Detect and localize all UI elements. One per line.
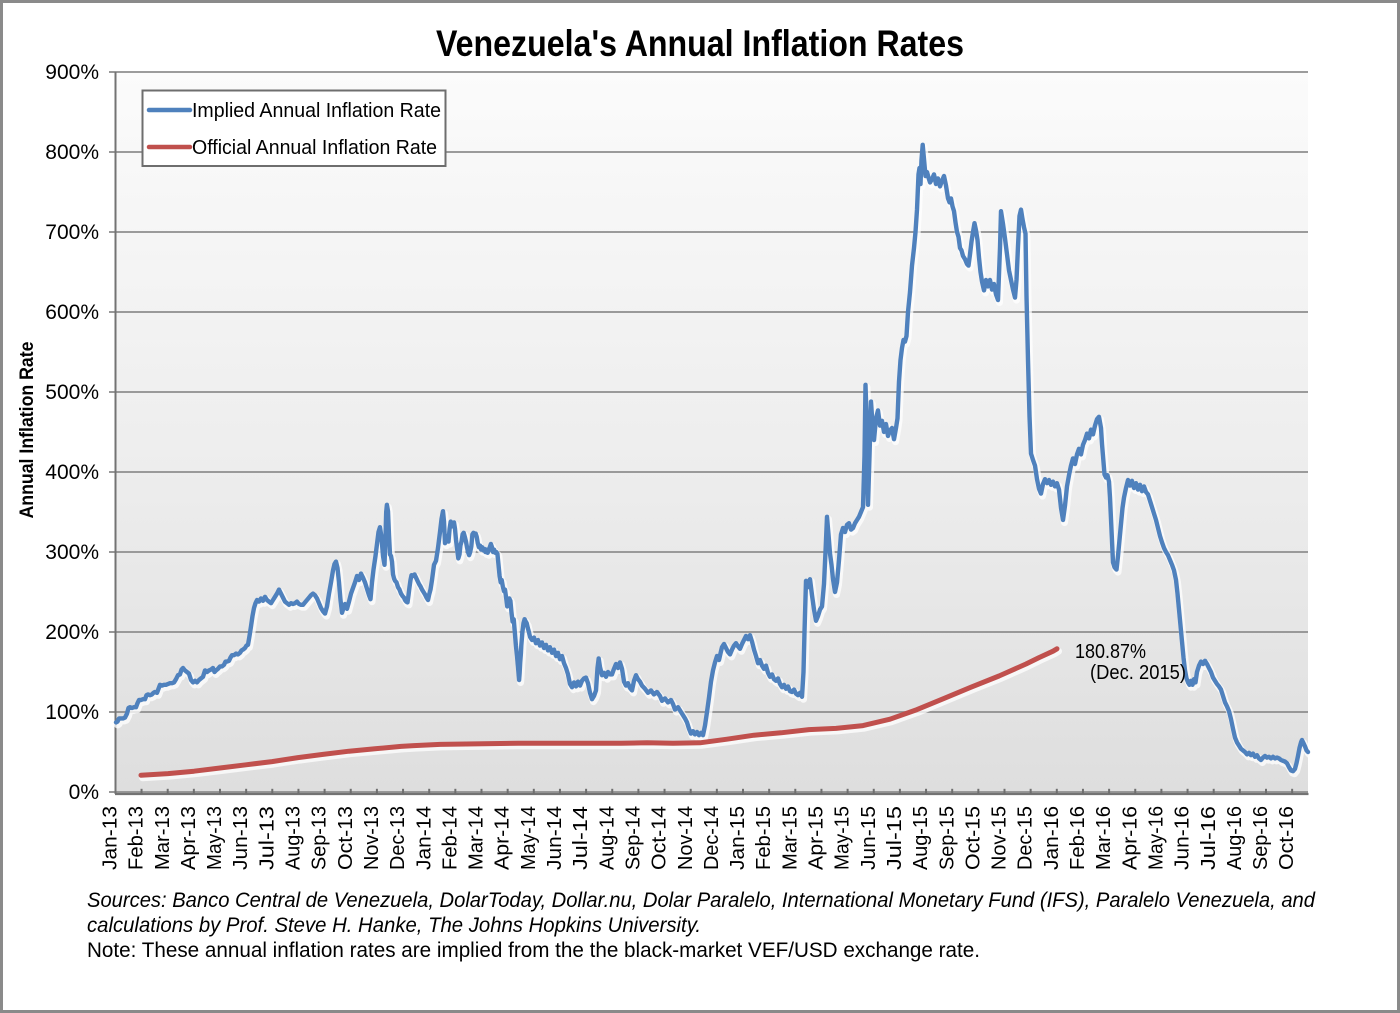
svg-text:180.87%: 180.87%: [1075, 641, 1146, 663]
svg-text:Mar-15: Mar-15: [779, 806, 801, 870]
svg-text:Aug-15: Aug-15: [910, 806, 932, 870]
svg-text:Apr-13: Apr-13: [178, 806, 200, 870]
svg-text:Note: These annual inflation r: Note: These annual inflation rates are i…: [87, 939, 980, 962]
svg-text:Oct-15: Oct-15: [962, 806, 984, 870]
svg-text:Mar-14: Mar-14: [466, 806, 488, 870]
svg-text:calculations by Prof. Steve H.: calculations by Prof. Steve H. Hanke, Th…: [87, 914, 701, 937]
svg-text:Jul-15: Jul-15: [884, 806, 906, 870]
svg-text:Jan-14: Jan-14: [413, 806, 435, 870]
svg-text:Jul-16: Jul-16: [1198, 806, 1220, 870]
svg-text:Dec-13: Dec-13: [387, 806, 409, 870]
svg-text:Mar-13: Mar-13: [152, 806, 174, 870]
svg-text:Apr-16: Apr-16: [1119, 806, 1141, 870]
svg-text:Jun-13: Jun-13: [230, 806, 252, 870]
svg-text:Jan-13: Jan-13: [100, 806, 122, 870]
svg-text:Dec-15: Dec-15: [1015, 806, 1037, 870]
svg-text:300%: 300%: [45, 541, 99, 564]
svg-text:Annual Inflation Rate: Annual Inflation Rate: [17, 342, 38, 519]
svg-text:Sources: Banco Central de Vene: Sources: Banco Central de Venezuela, Dol…: [87, 889, 1316, 912]
svg-text:Aug-16: Aug-16: [1224, 806, 1246, 870]
svg-text:May-14: May-14: [518, 806, 540, 870]
svg-text:Jan-16: Jan-16: [1041, 806, 1063, 870]
svg-text:Jul-13: Jul-13: [256, 806, 278, 870]
svg-text:May-15: May-15: [832, 806, 854, 870]
svg-text:Feb-15: Feb-15: [753, 806, 775, 870]
svg-text:(Dec. 2015): (Dec. 2015): [1090, 662, 1186, 684]
svg-text:700%: 700%: [45, 221, 99, 244]
svg-text:100%: 100%: [45, 701, 99, 724]
svg-text:Oct-13: Oct-13: [335, 806, 357, 870]
svg-text:May-16: May-16: [1146, 806, 1168, 870]
svg-text:Feb-13: Feb-13: [126, 806, 148, 870]
svg-text:0%: 0%: [69, 781, 99, 804]
svg-text:Venezuela's Annual Inflation R: Venezuela's Annual Inflation Rates: [436, 23, 964, 64]
svg-text:Sep-13: Sep-13: [309, 806, 331, 870]
svg-text:400%: 400%: [45, 461, 99, 484]
svg-text:Oct-16: Oct-16: [1276, 806, 1298, 870]
svg-text:Apr-14: Apr-14: [492, 806, 514, 870]
svg-text:Feb-14: Feb-14: [439, 806, 461, 870]
svg-text:Nov-13: Nov-13: [361, 806, 383, 870]
svg-text:Official Annual Inflation Rate: Official Annual Inflation Rate: [192, 137, 437, 159]
svg-text:Oct-14: Oct-14: [649, 806, 671, 870]
svg-text:Sep-16: Sep-16: [1250, 806, 1272, 870]
svg-text:800%: 800%: [45, 141, 99, 164]
svg-text:Apr-15: Apr-15: [806, 806, 828, 870]
svg-text:Feb-16: Feb-16: [1067, 806, 1089, 870]
svg-text:Jun-15: Jun-15: [858, 806, 880, 870]
svg-text:Nov-15: Nov-15: [989, 806, 1011, 870]
svg-text:Sep-15: Sep-15: [936, 806, 958, 870]
svg-text:500%: 500%: [45, 381, 99, 404]
svg-text:600%: 600%: [45, 301, 99, 324]
svg-text:Aug-13: Aug-13: [283, 806, 305, 870]
svg-text:900%: 900%: [45, 61, 99, 84]
svg-text:Aug-14: Aug-14: [596, 806, 618, 870]
svg-text:Dec-14: Dec-14: [701, 806, 723, 870]
svg-text:Jun-14: Jun-14: [544, 806, 566, 870]
svg-text:Jun-16: Jun-16: [1172, 806, 1194, 870]
svg-text:Jul-14: Jul-14: [570, 806, 592, 870]
svg-text:Sep-14: Sep-14: [623, 806, 645, 870]
svg-text:Mar-16: Mar-16: [1093, 806, 1115, 870]
svg-text:Nov-14: Nov-14: [675, 806, 697, 870]
svg-text:May-13: May-13: [204, 806, 226, 870]
svg-text:Jan-15: Jan-15: [727, 806, 749, 870]
svg-text:Implied Annual Inflation Rate: Implied Annual Inflation Rate: [192, 100, 441, 122]
svg-text:200%: 200%: [45, 621, 99, 644]
